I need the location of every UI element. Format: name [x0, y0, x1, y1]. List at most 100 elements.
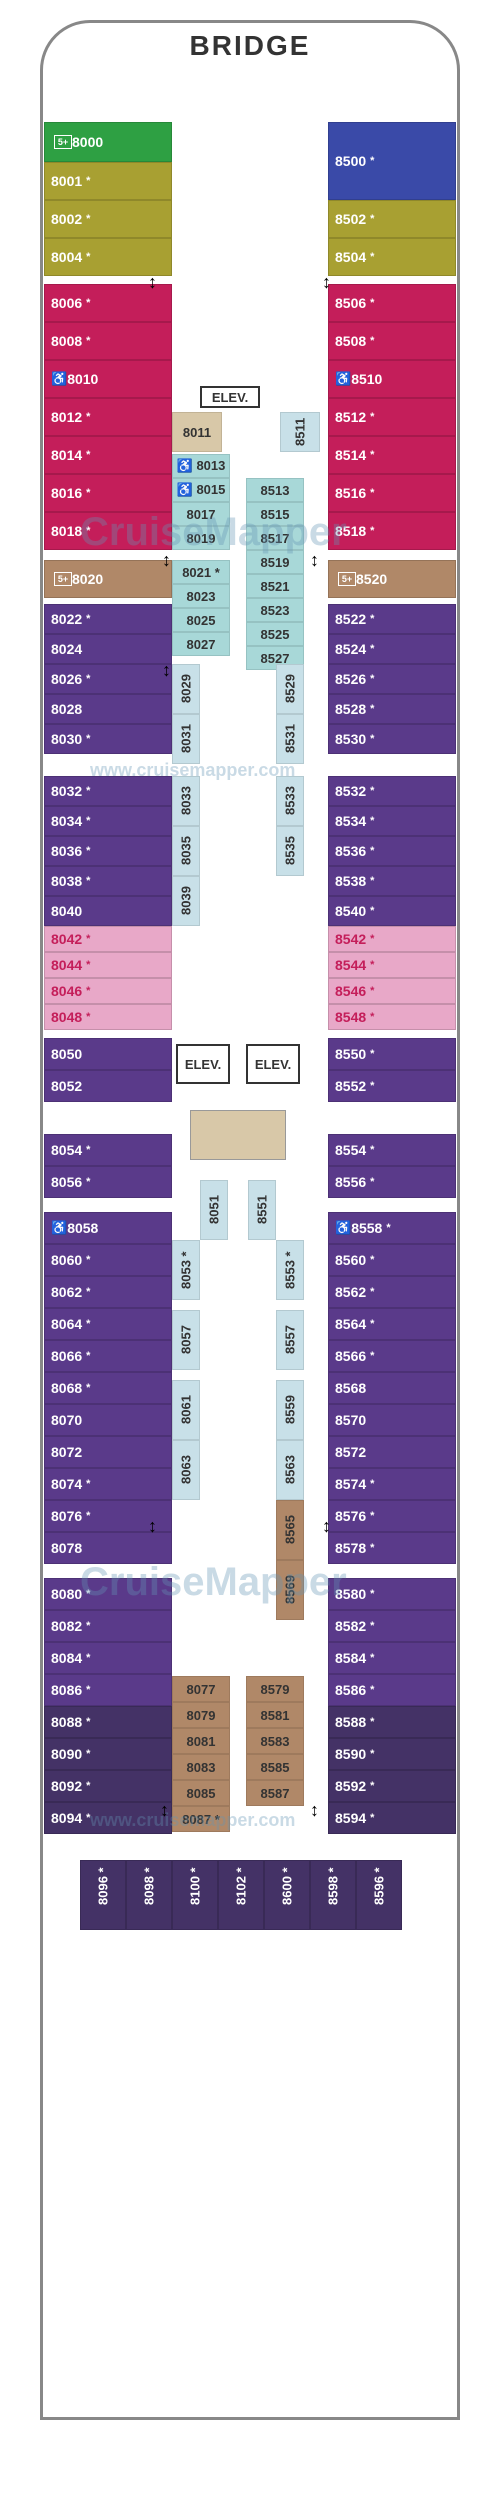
cabin-8586[interactable]: 8586* [328, 1674, 456, 1706]
cabin-8017[interactable]: 8017 [172, 502, 230, 526]
cabin-8013[interactable]: ♿ 8013 [172, 454, 230, 478]
cabin-8030[interactable]: 8030* [44, 724, 172, 754]
cabin-8094[interactable]: 8094* [44, 1802, 172, 1834]
cabin-8060[interactable]: 8060* [44, 1244, 172, 1276]
cabin-8035[interactable]: 8035 [172, 826, 200, 876]
cabin-8079[interactable]: 8079 [172, 1702, 230, 1728]
cabin-8100[interactable]: 8100 * [172, 1860, 218, 1930]
cabin-8559[interactable]: 8559 [276, 1380, 304, 1440]
cabin-8556[interactable]: 8556* [328, 1166, 456, 1198]
cabin-8572[interactable]: 8572 [328, 1436, 456, 1468]
cabin-8531[interactable]: 8531 [276, 714, 304, 764]
cabin-8085[interactable]: 8085 [172, 1780, 230, 1806]
cabin-8513[interactable]: 8513 [246, 478, 304, 502]
cabin-8512[interactable]: 8512* [328, 398, 456, 436]
cabin-8502[interactable]: 8502* [328, 200, 456, 238]
cabin-8024[interactable]: 8024 [44, 634, 172, 664]
cabin-8523[interactable]: 8523 [246, 598, 304, 622]
cabin-8056[interactable]: 8056* [44, 1166, 172, 1198]
cabin-8538[interactable]: 8538* [328, 866, 456, 896]
cabin-8548[interactable]: 8548* [328, 1004, 456, 1030]
cabin-8508[interactable]: 8508* [328, 322, 456, 360]
cabin-8086[interactable]: 8086* [44, 1674, 172, 1706]
cabin-8080[interactable]: 8080* [44, 1578, 172, 1610]
cabin-8012[interactable]: 8012* [44, 398, 172, 436]
cabin-8064[interactable]: 8064* [44, 1308, 172, 1340]
cabin-8553[interactable]: 8553 * [276, 1240, 304, 1300]
cabin-8564[interactable]: 8564* [328, 1308, 456, 1340]
cabin-8019[interactable]: 8019 [172, 526, 230, 550]
cabin-8070[interactable]: 8070 [44, 1404, 172, 1436]
cabin-8072[interactable]: 8072 [44, 1436, 172, 1468]
cabin-8570[interactable]: 8570 [328, 1404, 456, 1436]
cabin-8031[interactable]: 8031 [172, 714, 200, 764]
cabin-8077[interactable]: 8077 [172, 1676, 230, 1702]
cabin-8568[interactable]: 8568 [328, 1372, 456, 1404]
cabin-8528[interactable]: 8528* [328, 694, 456, 724]
cabin-8576[interactable]: 8576* [328, 1500, 456, 1532]
cabin-8510[interactable]: ♿ 8510 [328, 360, 456, 398]
cabin-8500[interactable]: 8500* [328, 122, 456, 200]
cabin-8000[interactable]: 5+ 8000 [44, 122, 172, 162]
cabin-8514[interactable]: 8514* [328, 436, 456, 474]
cabin-8039[interactable]: 8039 [172, 876, 200, 926]
cabin-8004[interactable]: 8004* [44, 238, 172, 276]
cabin-8533[interactable]: 8533 [276, 776, 304, 826]
cabin-8557[interactable]: 8557 [276, 1310, 304, 1370]
cabin-8084[interactable]: 8084* [44, 1642, 172, 1674]
cabin-8026[interactable]: 8026* [44, 664, 172, 694]
cabin-8532[interactable]: 8532* [328, 776, 456, 806]
cabin-8580[interactable]: 8580* [328, 1578, 456, 1610]
cabin-8562[interactable]: 8562* [328, 1276, 456, 1308]
cabin-8050[interactable]: 8050 [44, 1038, 172, 1070]
cabin-8052[interactable]: 8052 [44, 1070, 172, 1102]
cabin-8554[interactable]: 8554* [328, 1134, 456, 1166]
cabin-8524[interactable]: 8524* [328, 634, 456, 664]
cabin-8515[interactable]: 8515 [246, 502, 304, 526]
cabin-8552[interactable]: 8552* [328, 1070, 456, 1102]
cabin-8090[interactable]: 8090* [44, 1738, 172, 1770]
cabin-8542[interactable]: 8542* [328, 926, 456, 952]
cabin-8566[interactable]: 8566* [328, 1340, 456, 1372]
cabin-8027[interactable]: 8027 [172, 632, 230, 656]
cabin-8600[interactable]: 8600 * [264, 1860, 310, 1930]
cabin-8520[interactable]: 5+ 8520 [328, 560, 456, 598]
cabin-8015[interactable]: ♿ 8015 [172, 478, 230, 502]
cabin-8092[interactable]: 8092* [44, 1770, 172, 1802]
cabin-8066[interactable]: 8066* [44, 1340, 172, 1372]
cabin-8551[interactable]: 8551 [248, 1180, 276, 1240]
cabin-8596[interactable]: 8596 * [356, 1860, 402, 1930]
cabin-8014[interactable]: 8014* [44, 436, 172, 474]
cabin-8058[interactable]: ♿ 8058 [44, 1212, 172, 1244]
cabin-8544[interactable]: 8544* [328, 952, 456, 978]
cabin-8525[interactable]: 8525 [246, 622, 304, 646]
cabin-8032[interactable]: 8032* [44, 776, 172, 806]
cabin-8028[interactable]: 8028 [44, 694, 172, 724]
cabin-8598[interactable]: 8598 * [310, 1860, 356, 1930]
cabin-8550[interactable]: 8550* [328, 1038, 456, 1070]
cabin-8010[interactable]: ♿ 8010 [44, 360, 172, 398]
cabin-8519[interactable]: 8519 [246, 550, 304, 574]
cabin-8021[interactable]: 8021 * [172, 560, 230, 584]
cabin-8022[interactable]: 8022* [44, 604, 172, 634]
cabin-8530[interactable]: 8530* [328, 724, 456, 754]
cabin-8040[interactable]: 8040 [44, 896, 172, 926]
cabin-8096[interactable]: 8096 * [80, 1860, 126, 1930]
cabin-8590[interactable]: 8590* [328, 1738, 456, 1770]
cabin-8581[interactable]: 8581 [246, 1702, 304, 1728]
cabin-8083[interactable]: 8083 [172, 1754, 230, 1780]
cabin-8036[interactable]: 8036* [44, 836, 172, 866]
cabin-8540[interactable]: 8540* [328, 896, 456, 926]
cabin-8011[interactable]: 8011 [172, 412, 222, 452]
cabin-8522[interactable]: 8522* [328, 604, 456, 634]
cabin-8042[interactable]: 8042* [44, 926, 172, 952]
cabin-8560[interactable]: 8560* [328, 1244, 456, 1276]
cabin-8044[interactable]: 8044* [44, 952, 172, 978]
cabin-8534[interactable]: 8534* [328, 806, 456, 836]
cabin-8517[interactable]: 8517 [246, 526, 304, 550]
cabin-8054[interactable]: 8054* [44, 1134, 172, 1166]
cabin-8529[interactable]: 8529 [276, 664, 304, 714]
cabin-8516[interactable]: 8516* [328, 474, 456, 512]
cabin-8053[interactable]: 8053 * [172, 1240, 200, 1300]
cabin-8504[interactable]: 8504* [328, 238, 456, 276]
